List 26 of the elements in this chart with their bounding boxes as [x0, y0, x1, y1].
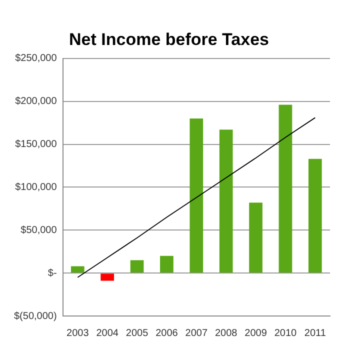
y-tick-label: $50,000	[20, 224, 58, 236]
bar	[308, 158, 322, 273]
y-tick-label: $-	[48, 268, 57, 279]
y-tick-label: $(50,000)	[14, 310, 57, 322]
y-tick-label: $200,000	[15, 96, 58, 108]
bar	[278, 104, 292, 273]
y-tick-label: $100,000	[15, 182, 58, 193]
bar	[70, 266, 84, 273]
x-tick-label: 2006	[156, 328, 178, 339]
bar	[219, 130, 233, 273]
bar	[160, 256, 174, 273]
x-tick-label: 2011	[304, 328, 326, 339]
x-tick-label: 2004	[96, 328, 119, 339]
y-tick-label: $250,000	[15, 53, 58, 64]
x-tick-label: 2009	[244, 328, 268, 339]
x-tick-label: 2005	[126, 328, 149, 339]
chart-title: Net Income before Taxes	[69, 30, 269, 49]
x-tick-label: 2007	[185, 328, 208, 339]
x-tick-label: 2008	[214, 328, 238, 339]
bar	[130, 260, 144, 273]
y-tick-label: $150,000	[15, 139, 58, 150]
bar	[249, 202, 262, 273]
bar	[190, 118, 204, 273]
bar	[100, 274, 114, 281]
x-tick-label: 2003	[66, 328, 90, 339]
x-tick-label: 2010	[274, 328, 298, 339]
